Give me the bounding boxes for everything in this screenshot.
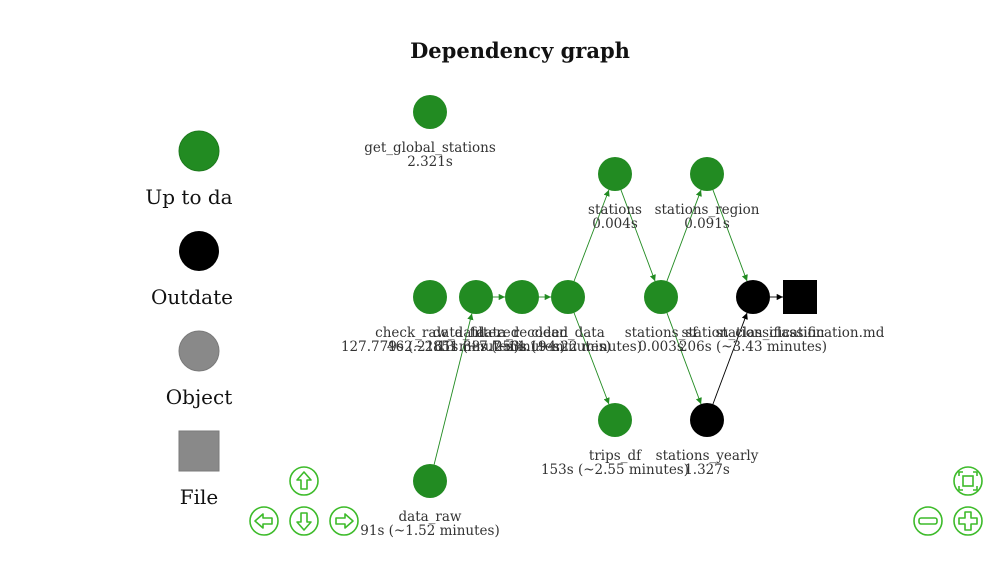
zoom-fit-button[interactable]: [953, 466, 983, 496]
node-name-label: stations: [588, 202, 642, 218]
node-time-label: 851.38s (~14.19 minutes): [433, 339, 611, 355]
node-get-global-stations[interactable]: [413, 95, 447, 129]
node-name-label: get_global_stations: [364, 140, 496, 156]
node-name-label: stations_sf: [625, 325, 699, 341]
node-name-label: data_raw: [399, 509, 462, 525]
node-stations[interactable]: [598, 157, 632, 191]
node-stations-sf[interactable]: [644, 280, 678, 314]
edge-stations_sf-to-stations_yearly: [666, 312, 702, 405]
node-station-classification[interactable]: [736, 280, 770, 314]
node-clean-data[interactable]: [551, 280, 585, 314]
zoom-in-button[interactable]: [953, 506, 983, 536]
node-name-label: stations_yearly: [656, 448, 759, 464]
node-station-classification-md[interactable]: [783, 280, 817, 314]
node-time-label: 206s (~3.43 minutes): [679, 339, 827, 355]
node-time-label: 91s (~1.52 minutes): [360, 523, 499, 539]
node-name-label: station_classification: [682, 325, 825, 341]
zoom-out-button[interactable]: [913, 506, 943, 536]
node-name-label: data_filtered: [433, 325, 520, 341]
node-name-label: station_classification.md: [716, 325, 885, 341]
node-name-label: data_recoded: [476, 325, 569, 341]
node-data-raw[interactable]: [413, 464, 447, 498]
legend-outdated-swatch: [179, 231, 219, 271]
edge-data_raw-to-data_filtered: [433, 313, 474, 465]
node-stations-yearly[interactable]: [690, 403, 724, 437]
legend-file-swatch: [178, 430, 220, 472]
node-time-label: 153s (~2.55 minutes): [541, 462, 689, 478]
edge-clean_data-to-stations: [573, 189, 610, 282]
nav-down-button[interactable]: [289, 506, 319, 536]
nodes-layer: [413, 95, 817, 498]
legend-file-label: File: [179, 485, 219, 509]
node-time-label: 0.091s: [684, 216, 730, 232]
node-name-label: check_raw_data: [375, 325, 485, 341]
node-time-label: 462.2161s (~7.7 minutes): [387, 339, 565, 355]
node-time-label: 2.321s: [407, 154, 453, 170]
legend-object-swatch: [178, 330, 220, 372]
node-stations-region[interactable]: [690, 157, 724, 191]
legend-object-label: Object: [165, 385, 233, 409]
edge-stations_region-to-station_classification: [712, 189, 748, 282]
node-name-label: stations_region: [655, 202, 760, 218]
node-time-label: 1.327s: [684, 462, 730, 478]
edge-stations_sf-to-stations_region: [666, 189, 702, 282]
edge-stations-to-stations_sf: [620, 189, 656, 282]
node-name-label: clean_data: [531, 325, 605, 341]
node-check-raw-data[interactable]: [413, 280, 447, 314]
node-data-filtered[interactable]: [459, 280, 493, 314]
edge-clean_data-to-trips_df: [573, 312, 610, 405]
graph-title: Dependency graph: [410, 38, 630, 63]
nav-left-button[interactable]: [249, 506, 279, 536]
node-trips-df[interactable]: [598, 403, 632, 437]
legend-up-to-date-swatch: [178, 130, 220, 172]
edge-stations_yearly-to-station_classification: [712, 312, 748, 405]
node-time-label: 127.779s (~2.13 minutes): [341, 339, 519, 355]
edges-layer: [433, 189, 783, 465]
legend-outdated-label: Outdate: [151, 285, 233, 309]
nav-right-button[interactable]: [329, 506, 359, 536]
node-time-label: 0.004s: [592, 216, 638, 232]
node-time-label: 0.003s: [638, 339, 684, 355]
node-data-recoded[interactable]: [505, 280, 539, 314]
node-name-label: trips_df: [589, 448, 642, 464]
nav-up-button[interactable]: [289, 466, 319, 496]
node-time-label: 253s (~4.22 minutes): [494, 339, 642, 355]
legend-up-to-date-label: Up to da: [145, 185, 233, 209]
